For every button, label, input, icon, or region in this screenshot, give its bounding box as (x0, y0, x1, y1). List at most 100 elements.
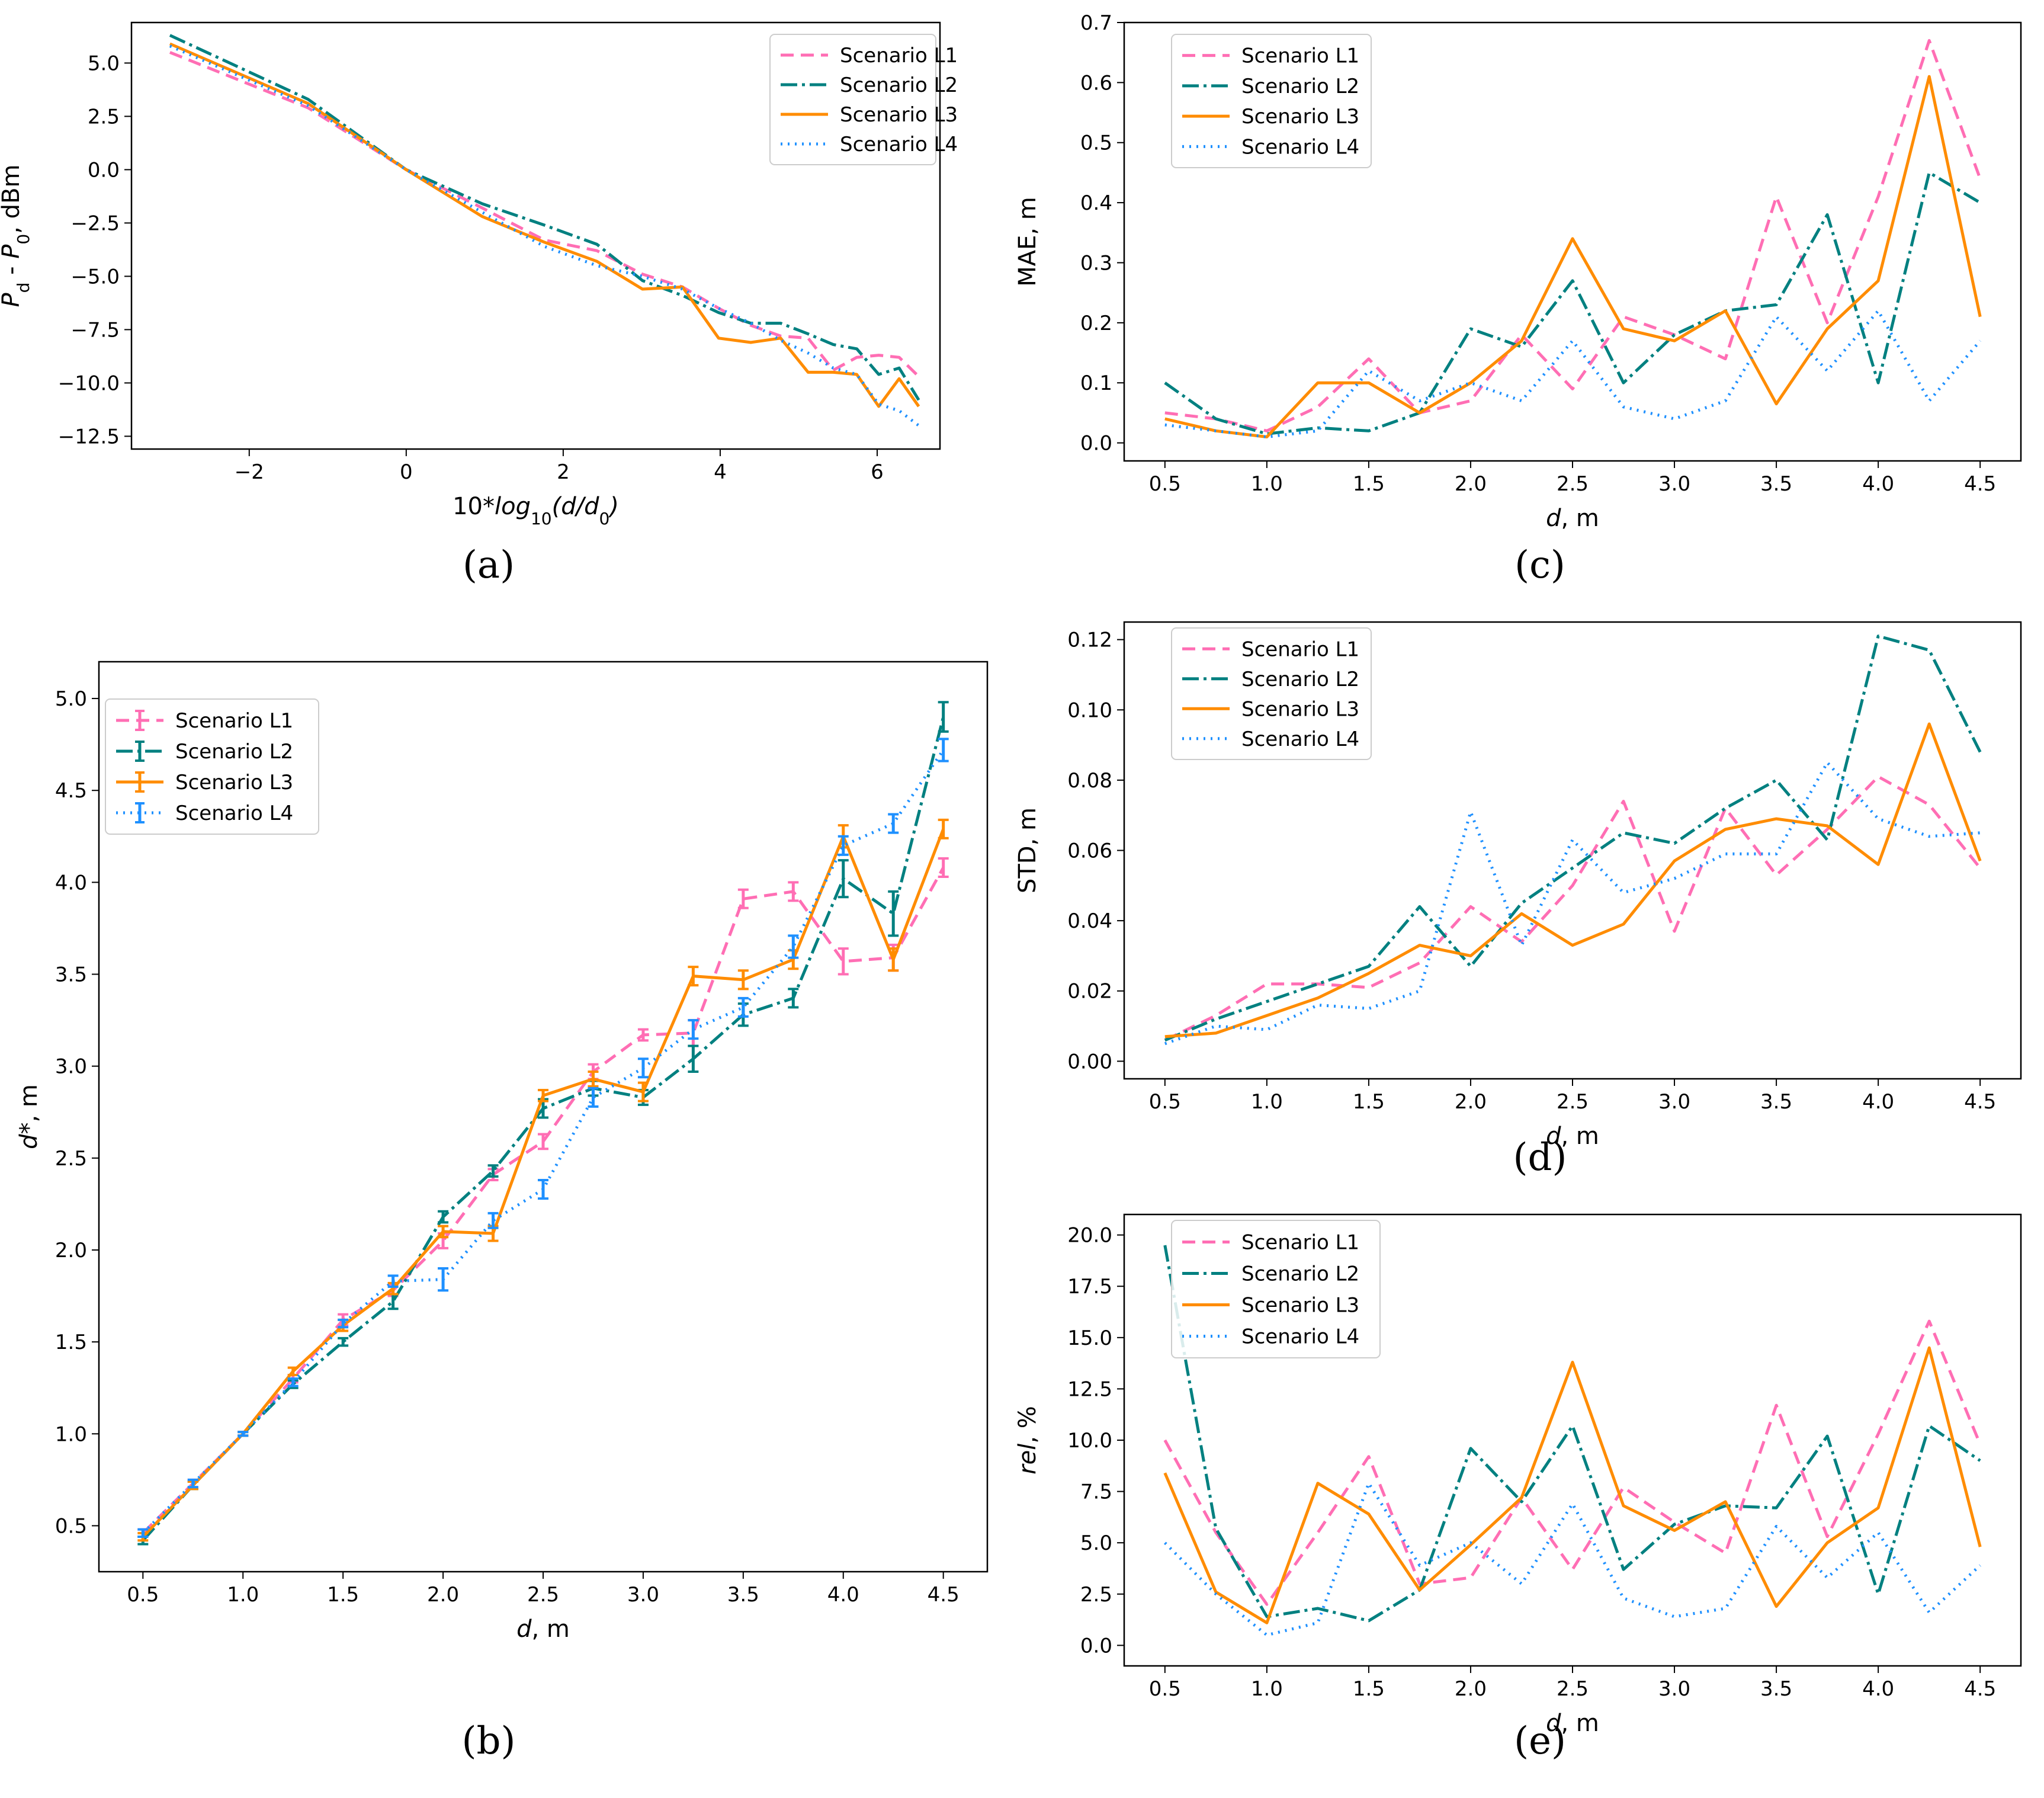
legend-item: Scenario L2 (116, 740, 293, 764)
x-tick-label: 4.5 (1964, 1090, 1996, 1114)
legend-label: Scenario L4 (175, 802, 293, 825)
error-bar (538, 1133, 548, 1150)
error-bar (637, 1057, 649, 1079)
legend-label: Scenario L3 (1241, 105, 1359, 129)
legend-label: Scenario L2 (840, 73, 958, 97)
x-tick-label: 3.0 (1658, 1677, 1690, 1701)
legend-item: Scenario L2 (1182, 668, 1359, 691)
error-bar (938, 738, 949, 762)
legend: Scenario L1 Scenario L2 Scenario L3 Scenari… (769, 34, 958, 165)
series-line-1 (1164, 775, 1982, 1042)
x-tick-label: 1.0 (1251, 472, 1283, 496)
series-line-2 (1163, 1245, 1981, 1623)
y-axis-label: STD, m (1014, 807, 1041, 893)
x-tick-label: 2.0 (1455, 472, 1487, 496)
x-tick-label: 1.5 (1353, 472, 1385, 496)
legend-item: Scenario L1 (1182, 637, 1359, 661)
error-bar (387, 1274, 399, 1289)
error-bar (788, 881, 799, 902)
panel-label-e: (e) (1514, 1719, 1566, 1763)
y-tick-label: 3.0 (55, 1055, 87, 1079)
series-group (1164, 634, 1982, 1046)
y-tick-label: 7.5 (1080, 1480, 1112, 1504)
y-tick-label: 0.1 (1080, 371, 1112, 395)
x-tick-label: 4.0 (827, 1583, 859, 1607)
y-tick-label: 0.6 (1080, 71, 1112, 95)
x-tick-label: 3.5 (1760, 472, 1792, 496)
x-tick-label: 1.0 (1251, 1090, 1283, 1114)
legend-item: Scenario L3 (116, 771, 293, 794)
error-bar (637, 1028, 649, 1042)
legend: Scenario L1 Scenario L2 Scenario L3 Scenari… (1171, 1220, 1381, 1358)
legend-item: Scenario L2 (1182, 75, 1359, 98)
legend-item: Scenario L4 (1182, 727, 1359, 751)
y-tick-label: 0.12 (1067, 629, 1112, 652)
x-tick-label: 4.5 (1964, 1677, 1996, 1701)
legend-item: Scenario L1 (1182, 44, 1359, 68)
x-tick-label: 4.5 (928, 1583, 960, 1607)
y-tick-label: −12.5 (58, 425, 120, 448)
x-tick-label: 2 (557, 460, 570, 484)
panel-d: 0.5 1.0 1.5 2.0 2.5 3.0 3.5 4.0 4.5 0.00 0.02 0.04 0… (1014, 621, 2022, 1180)
y-tick-label: −2.5 (70, 211, 120, 235)
error-bar (688, 1019, 699, 1040)
panel-label-a: (a) (463, 543, 515, 587)
series-line-1 (142, 867, 945, 1534)
error-bar (187, 1478, 198, 1489)
legend-item: Scenario L4 (1182, 135, 1359, 159)
x-tick-label: 2.5 (527, 1583, 559, 1607)
x-tick-label: 4.0 (1862, 472, 1894, 496)
y-tick-label: 5.0 (55, 687, 87, 711)
error-bar (238, 1431, 249, 1437)
error-bar (737, 888, 749, 909)
error-bar (688, 966, 699, 987)
x-tick-label: 4.0 (1862, 1090, 1894, 1114)
y-tick-label: 4.0 (55, 871, 87, 895)
error-bar (338, 1337, 349, 1347)
series-line-3 (1163, 1346, 1982, 1624)
y-tick-label: 10.0 (1067, 1429, 1112, 1453)
y-tick-label: 4.5 (55, 779, 87, 803)
y-tick-label: 0.06 (1067, 839, 1112, 863)
series-line-2 (142, 716, 945, 1541)
y-tick-label: 2.5 (55, 1147, 87, 1171)
x-axis-label: d, m (1546, 505, 1599, 532)
x-tick-label: 2.0 (1455, 1677, 1487, 1701)
legend-item: Scenario L1 (1182, 1231, 1359, 1255)
y-tick-label: 3.5 (55, 963, 87, 987)
legend-item: Scenario L4 (781, 133, 958, 156)
error-bar (438, 1225, 449, 1239)
axes-frame (1123, 21, 2022, 462)
legend-label: Scenario L3 (840, 103, 958, 127)
series-line-2 (169, 34, 920, 401)
y-axis-label: Pd - P0, dBm (0, 165, 33, 307)
y-tick-label: 0.3 (1080, 251, 1112, 275)
panel-a: −2 0 2 4 6 5.0 2.5 0.0 −2.5 −5.0 −7.5 −10.0 −12.5 10*… (0, 21, 958, 587)
y-tick-label: 5.0 (88, 52, 120, 75)
y-axis-label: rel, % (1014, 1406, 1041, 1475)
legend-label: Scenario L1 (840, 44, 958, 68)
x-tick-label: 2.5 (1557, 472, 1589, 496)
series-line-1 (1164, 39, 1982, 432)
x-tick-label: 1.5 (1353, 1677, 1385, 1701)
x-tick-label: 6 (871, 460, 884, 484)
y-tick-label: 0.5 (1080, 132, 1112, 155)
x-tick-label: 0.5 (1149, 1090, 1181, 1114)
series-line-4 (1164, 309, 1982, 438)
error-bar (438, 1267, 449, 1292)
x-tick-label: 4 (714, 460, 727, 484)
legend-item: Scenario L3 (1182, 105, 1359, 129)
x-tick-label: 2.5 (1557, 1677, 1589, 1701)
error-bar (838, 947, 849, 976)
series-line-2 (1164, 171, 1981, 435)
legend-item: Scenario L4 (1182, 1325, 1359, 1349)
legend-label: Scenario L3 (1241, 1294, 1359, 1318)
error-bar (287, 1366, 299, 1376)
y-tick-label: 0.2 (1080, 312, 1112, 335)
x-tick-label: 3.0 (1658, 472, 1690, 496)
x-tick-label: 0.5 (127, 1583, 159, 1607)
legend-label: Scenario L4 (1241, 1325, 1359, 1349)
y-tick-label: 2.0 (55, 1239, 87, 1262)
legend-label: Scenario L3 (1241, 697, 1359, 721)
series-group (169, 34, 920, 427)
